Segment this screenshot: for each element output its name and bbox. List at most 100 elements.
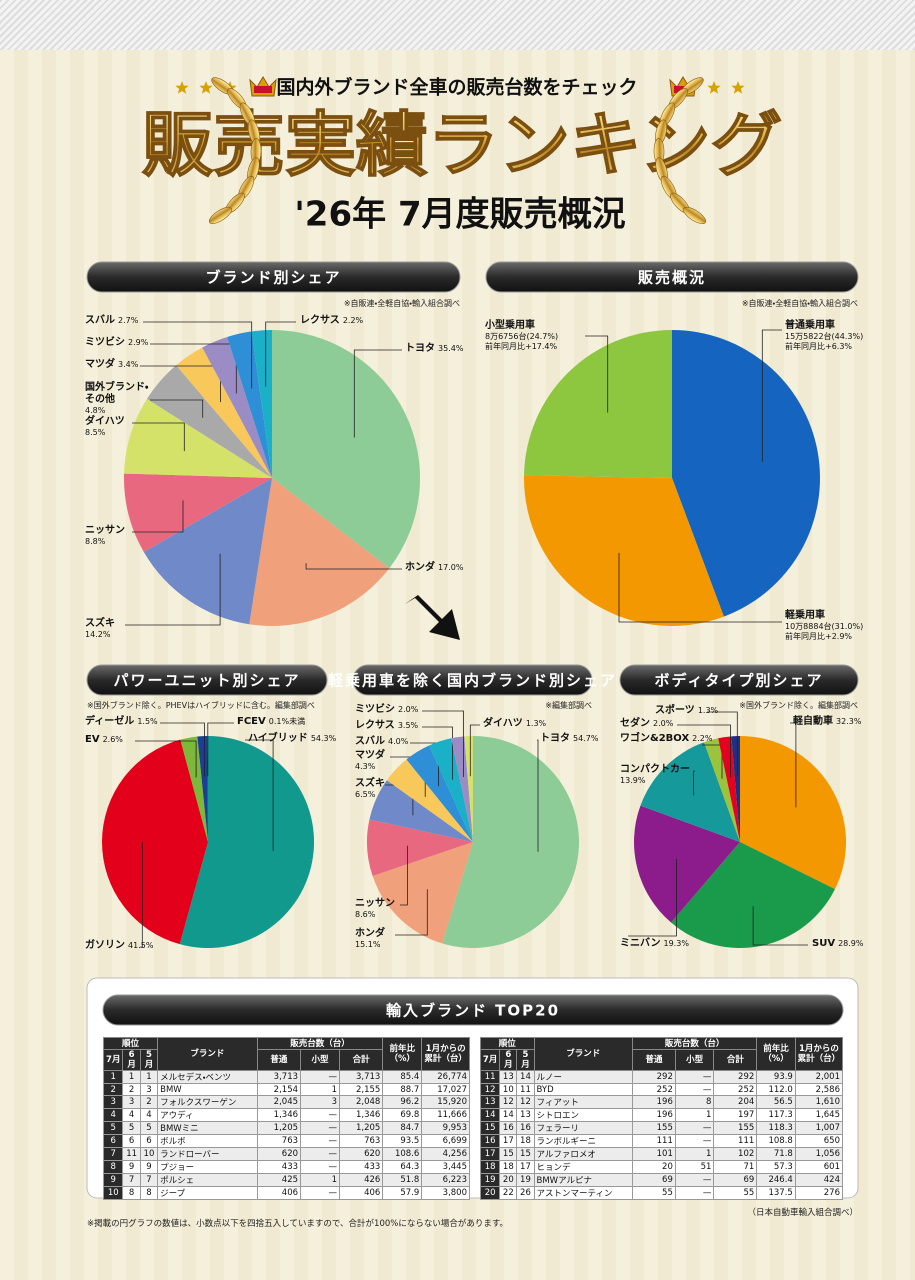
slice-label: コンパクトカー 13.9% [620, 764, 690, 786]
table-cell: 26 [516, 1186, 535, 1201]
table-cell: 93.9 [756, 1070, 796, 1084]
table-cell: 433 [256, 1160, 302, 1175]
slice-value: 41.5% [128, 941, 154, 950]
table-cell: BMW [157, 1082, 258, 1097]
header-cell: 5月 [516, 1049, 535, 1071]
pie-slice [179, 736, 315, 949]
header-cell: 7月 [479, 1049, 501, 1071]
leader-line [400, 845, 408, 906]
pie-slice [524, 475, 724, 626]
slice-name: スズキ [355, 778, 385, 789]
header-cell: 販売台数（台） [632, 1037, 758, 1050]
slice-name: 国外ブランド・その他 [85, 382, 149, 405]
table-cell: ジープ [157, 1186, 258, 1201]
table-cell: フィアット [533, 1095, 634, 1110]
table-cell: 252 [632, 1082, 676, 1097]
table-cell: 55 [632, 1186, 676, 1201]
table-cell: 20 [479, 1186, 501, 1201]
table-cell: メルセデス・ベンツ [157, 1070, 258, 1084]
table-cell: 18 [499, 1160, 518, 1175]
slice-value: 3.4% [118, 360, 139, 369]
pie-slice [386, 759, 473, 842]
slice-name: スバル [85, 315, 115, 326]
table-cell: 96.2 [382, 1095, 423, 1110]
table-cell: 252 [713, 1082, 758, 1097]
section-bar [352, 664, 593, 696]
table-cell: 15 [479, 1121, 501, 1136]
pie-slice [406, 745, 473, 842]
slice-label: レクサス 2.2% [300, 315, 363, 327]
pie-slice [369, 780, 473, 842]
leader-line [245, 739, 274, 851]
slice-value: 2.0% [398, 705, 419, 714]
slice-name: EV [85, 734, 100, 745]
pie-slice [227, 331, 272, 478]
slice-value: 4.0% [388, 737, 409, 746]
slice-name: ディーゼル [85, 716, 135, 727]
table-cell: — [300, 1121, 340, 1136]
table-cell: 406 [256, 1186, 302, 1201]
slice-label: ハイブリッド 54.3% [248, 733, 336, 745]
table-cell: 69 [632, 1173, 676, 1188]
leader-line [707, 711, 738, 777]
slice-name: ハイブリッド [248, 733, 308, 744]
slice-name: レクサス [355, 720, 395, 731]
table-row: 4 4 4 アウディ 1,346—1,346 69.8 11,666 [102, 1108, 470, 1123]
header-cell: 6月 [499, 1049, 518, 1071]
table-cell: アルファロメオ [533, 1147, 634, 1162]
slice-value: 8.6% [355, 910, 376, 919]
slice-value: 2.7% [118, 316, 139, 325]
table-cell: 2 [102, 1082, 124, 1097]
leader-line [761, 329, 782, 462]
table-row: 18 18 17 ヒョンデ 20 51 71 57.3 601 [479, 1160, 844, 1175]
section-title: ブランド別シェア [205, 269, 341, 287]
table-cell: 19 [479, 1173, 501, 1188]
table-cell: 56.5 [756, 1095, 796, 1110]
slice-name: 軽乗用車 [785, 610, 825, 621]
table-cell: 17,027 [421, 1082, 470, 1097]
pie-slice [143, 478, 272, 625]
table-cell: — [300, 1160, 340, 1175]
slice-yoy: 前年同月比+6.3% [785, 342, 853, 351]
arrow [405, 595, 460, 640]
section-title: ボディタイプ別シェア [655, 672, 824, 690]
pie-slice [197, 736, 208, 842]
table-cell: 19 [516, 1173, 535, 1188]
slice-label: ワゴン&2BOX 2.2% [620, 733, 712, 745]
header-cell: 順位 [102, 1037, 159, 1050]
pie-slice [372, 842, 473, 944]
table-cell: 11 [479, 1070, 501, 1084]
pie-slice [102, 739, 208, 945]
table-cell: — [674, 1134, 715, 1149]
table-cell: 17 [479, 1147, 501, 1162]
table-cell: — [674, 1070, 715, 1084]
table-cell: 17 [516, 1160, 535, 1175]
slice-name: 軽自動車 [793, 716, 833, 727]
table-cell: アウディ [157, 1108, 258, 1123]
table-cell: 85.4 [382, 1070, 423, 1084]
header-row: 順位 ブランド 販売台数（台） 前年比（%） 1月からの累計（台） [480, 1037, 844, 1071]
table-cell: 2,155 [338, 1082, 384, 1097]
table-cell: フォルクスワーゲン [157, 1095, 258, 1110]
slice-label: セダン 2.0% [620, 718, 673, 730]
ranking-table: 順位 ブランド 販売台数（台） 前年比（%） 1月からの累計（台） 7月 6月 5月 普通 小型合… [102, 1037, 470, 1201]
table-cell: 2,154 [256, 1082, 302, 1097]
slice-value: 2.9% [128, 338, 149, 347]
table-cell: 108.8 [756, 1134, 796, 1149]
table-row: 12 10 11 BYD 252—252 112.0 2,586 [479, 1082, 844, 1097]
table-cell: 6,699 [421, 1134, 470, 1149]
pie-slice [731, 736, 740, 842]
slice-value: 8.8% [85, 537, 106, 546]
table-cell: 137.5 [756, 1186, 796, 1201]
table-cell: 204 [713, 1095, 758, 1110]
section-bar [86, 664, 328, 696]
table-cell: 93.5 [382, 1134, 423, 1149]
table-cell: 1,056 [794, 1147, 844, 1162]
table-cell: 1 [300, 1173, 340, 1188]
table-cell: フェラーリ [533, 1121, 634, 1136]
table-cell: 4,256 [421, 1147, 470, 1162]
table-cell: 155 [713, 1121, 758, 1136]
leader-line [395, 889, 428, 936]
slice-value: 1.3% [525, 719, 547, 728]
table-row: 10 8 8 ジープ 406—406 57.9 3,800 [102, 1186, 470, 1201]
